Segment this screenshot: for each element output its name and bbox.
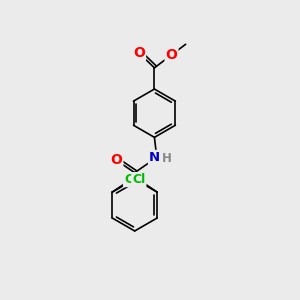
- Text: N: N: [149, 151, 160, 164]
- Text: O: O: [133, 46, 145, 60]
- Text: Cl: Cl: [124, 173, 137, 186]
- Text: Cl: Cl: [132, 173, 146, 186]
- Text: H: H: [162, 152, 172, 165]
- Text: O: O: [166, 48, 177, 62]
- Text: O: O: [110, 153, 122, 167]
